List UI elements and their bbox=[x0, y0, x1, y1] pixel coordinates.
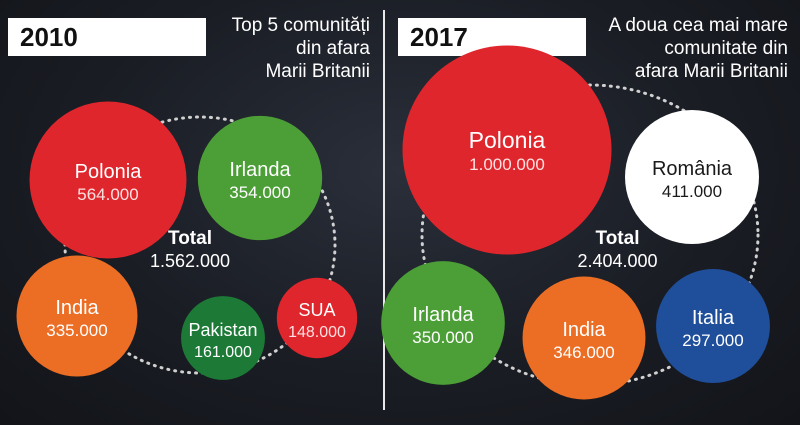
bubble-sua-2010: SUA 148.000 bbox=[276, 277, 358, 359]
headline-2010-line-1: Top 5 comunități bbox=[231, 15, 370, 36]
headline-2010-line-2: din afara bbox=[296, 38, 370, 59]
bubble-polonia-2010: Polonia 564.000 bbox=[29, 101, 187, 259]
bubble-india-2010: India 335.000 bbox=[16, 255, 138, 377]
bubble-circle-polonia-2010 bbox=[29, 101, 187, 259]
bubble-circle-romania-2017 bbox=[625, 110, 759, 244]
bubble-circle-sua-2010 bbox=[276, 277, 358, 359]
bubble-label-italia-2017: Italia bbox=[692, 307, 735, 329]
total-value-2010: 1.562.000 bbox=[149, 251, 231, 271]
bubble-irlanda-2017: Irlanda 350.000 bbox=[381, 261, 505, 385]
bubble-value-italia-2017: 297.000 bbox=[682, 331, 743, 350]
bubble-circle-pakistan-2010 bbox=[181, 296, 265, 380]
bubble-circle-italia-2017 bbox=[656, 269, 770, 383]
total-2010: Total 1.562.000 bbox=[130, 228, 250, 272]
bubble-label-india-2017: India bbox=[562, 319, 606, 341]
bubble-india-2017: India 346.000 bbox=[522, 276, 646, 400]
bubble-circle-india-2017 bbox=[522, 276, 646, 400]
bubble-value-romania-2017: 411.000 bbox=[662, 182, 722, 201]
bubble-label-irlanda-2010: Irlanda bbox=[229, 159, 291, 181]
bubble-label-polonia-2010: Polonia bbox=[75, 161, 143, 183]
bubble-label-india-2010: India bbox=[55, 297, 99, 319]
bubble-label-romania-2017: România bbox=[652, 158, 733, 180]
bubble-value-pakistan-2010: 161.000 bbox=[194, 344, 252, 361]
total-label-2017: Total bbox=[595, 228, 640, 249]
bubble-value-india-2017: 346.000 bbox=[553, 343, 614, 362]
headline-2017: A doua cea mai mare comunitate din afara… bbox=[560, 14, 788, 83]
panel-divider bbox=[383, 10, 385, 410]
year-label-2017: 2017 bbox=[410, 22, 468, 52]
bubble-italia-2017: Italia 297.000 bbox=[656, 269, 770, 383]
year-badge-2010: 2010 bbox=[8, 18, 206, 56]
headline-2017-line-3: afara Marii Britanii bbox=[634, 61, 788, 82]
headline-2017-line-1: A doua cea mai mare bbox=[608, 15, 788, 36]
total-2017: Total 2.404.000 bbox=[555, 228, 680, 272]
bubble-label-polonia-2017: Polonia bbox=[469, 127, 546, 153]
bubble-value-sua-2010: 148.000 bbox=[288, 324, 346, 341]
headline-2017-line-2: comunitate din bbox=[664, 38, 788, 59]
bubble-circle-irlanda-2010 bbox=[197, 115, 323, 241]
bubble-irlanda-2010: Irlanda 354.000 bbox=[197, 115, 323, 241]
bubble-label-sua-2010: SUA bbox=[298, 300, 335, 320]
total-value-2017: 2.404.000 bbox=[577, 251, 658, 271]
bubble-label-irlanda-2017: Irlanda bbox=[412, 304, 474, 326]
bubble-value-irlanda-2010: 354.000 bbox=[229, 183, 290, 202]
total-label-2010: Total bbox=[168, 228, 212, 249]
bubble-romania-2017: România 411.000 bbox=[625, 110, 759, 244]
bubble-pakistan-2010: Pakistan 161.000 bbox=[181, 296, 265, 380]
bubble-circle-india-2010 bbox=[16, 255, 138, 377]
year-label-2010: 2010 bbox=[20, 22, 78, 52]
bubble-circle-polonia-2017 bbox=[402, 45, 612, 255]
bubble-label-pakistan-2010: Pakistan bbox=[188, 320, 257, 340]
bubble-value-india-2010: 335.000 bbox=[46, 321, 107, 340]
bubble-value-polonia-2010: 564.000 bbox=[77, 185, 138, 204]
bubble-polonia-2017: Polonia 1.000.000 bbox=[402, 45, 612, 255]
dotted-ring-2017 bbox=[420, 83, 760, 387]
bubble-value-irlanda-2017: 350.000 bbox=[412, 328, 473, 347]
bubble-circle-irlanda-2017 bbox=[381, 261, 505, 385]
headline-2010-line-3: Marii Britanii bbox=[265, 61, 370, 82]
bubble-value-polonia-2017: 1.000.000 bbox=[469, 155, 545, 174]
headline-2010: Top 5 comunități din afara Marii Britani… bbox=[195, 14, 370, 83]
